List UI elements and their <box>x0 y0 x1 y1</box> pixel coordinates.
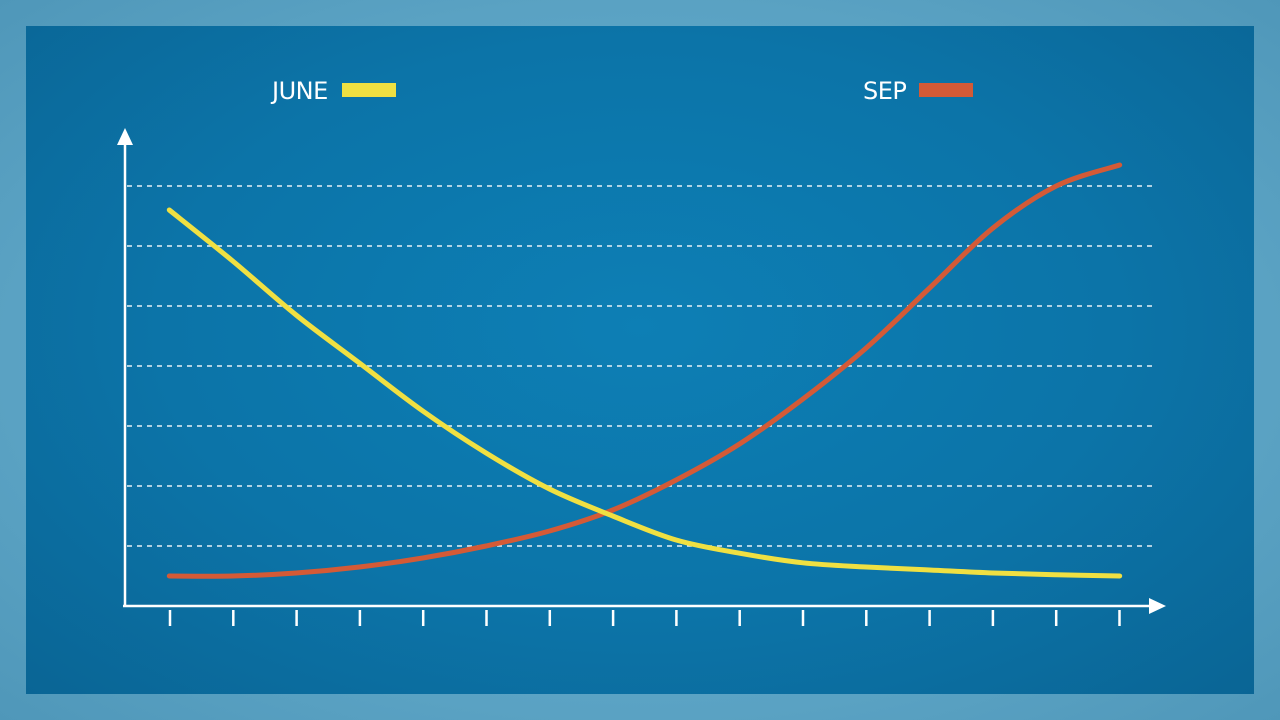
x-axis-ticks <box>168 610 1121 626</box>
series-line-june <box>166 207 1123 579</box>
chart-panel <box>26 26 1254 694</box>
legend-label-sep: SEP <box>863 77 906 105</box>
legend-item-sep: SEP <box>863 77 973 105</box>
legend-swatch-june <box>342 83 396 97</box>
legend-swatch-sep <box>919 83 973 97</box>
legend-item-june: JUNE <box>270 77 396 105</box>
legend: JUNE SEP <box>270 77 973 105</box>
gridlines <box>127 185 1157 547</box>
x-axis-arrow <box>1149 598 1166 614</box>
series-lines <box>166 162 1123 579</box>
y-axis-arrow <box>117 128 133 145</box>
legend-label-june: JUNE <box>270 77 328 105</box>
series-line-sep <box>166 162 1123 579</box>
axes <box>117 128 1166 614</box>
